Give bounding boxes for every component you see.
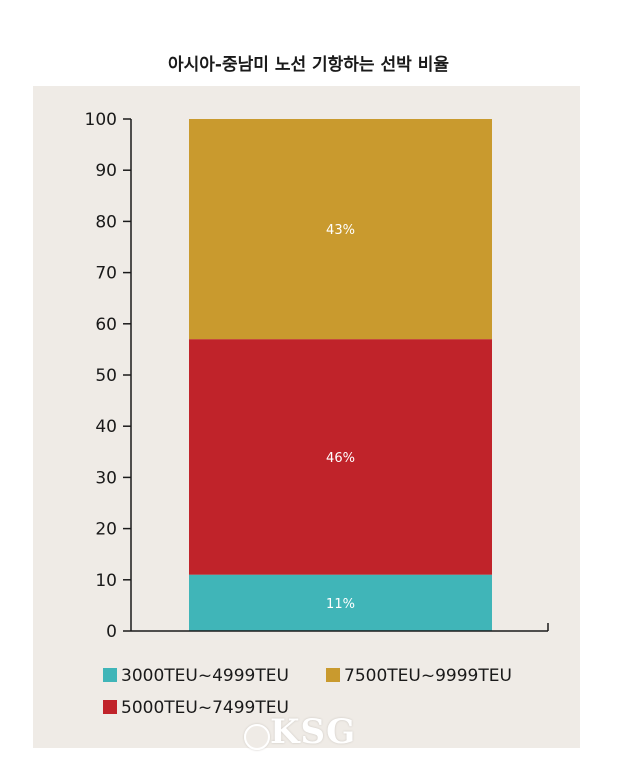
legend-label: 3000TEU~4999TEU bbox=[121, 666, 289, 686]
y-tick-label-8: 80 bbox=[95, 212, 117, 232]
watermark-logo: KSG bbox=[270, 712, 357, 752]
bar-segment-2 bbox=[189, 119, 492, 340]
ship-wheel-icon bbox=[244, 724, 270, 750]
y-tick-label-4: 40 bbox=[95, 417, 117, 437]
legend-label: 7500TEU~9999TEU bbox=[344, 666, 512, 686]
bar-segment-0 bbox=[189, 574, 492, 631]
data-label-1: 46% bbox=[326, 451, 355, 466]
bar-segment-1 bbox=[189, 339, 492, 575]
chart-title: 아시아-중남미 노선 기항하는 선박 비율 bbox=[168, 55, 449, 75]
y-tick-label-10: 100 bbox=[85, 110, 117, 130]
y-tick-label-5: 50 bbox=[95, 366, 117, 386]
legend-swatch bbox=[103, 700, 117, 714]
legend-swatch bbox=[103, 668, 117, 682]
data-label-2: 43% bbox=[326, 223, 355, 238]
y-tick-label-7: 70 bbox=[95, 264, 117, 284]
legend-item-series-2: 7500TEU~9999TEU bbox=[326, 666, 512, 686]
data-label-0: 11% bbox=[326, 597, 355, 612]
y-tick-label-1: 10 bbox=[95, 571, 117, 591]
y-tick-label-6: 60 bbox=[95, 315, 117, 335]
y-tick-label-9: 90 bbox=[95, 161, 117, 181]
y-tick-label-3: 30 bbox=[95, 468, 117, 488]
legend-label: 5000TEU~7499TEU bbox=[121, 698, 289, 718]
legend-swatch bbox=[326, 668, 340, 682]
legend-item-series-0: 3000TEU~4999TEU bbox=[103, 666, 289, 686]
legend-item-series-1: 5000TEU~7499TEU bbox=[103, 698, 289, 718]
y-tick-label-2: 20 bbox=[95, 520, 117, 540]
y-tick-label-0: 0 bbox=[106, 622, 117, 642]
